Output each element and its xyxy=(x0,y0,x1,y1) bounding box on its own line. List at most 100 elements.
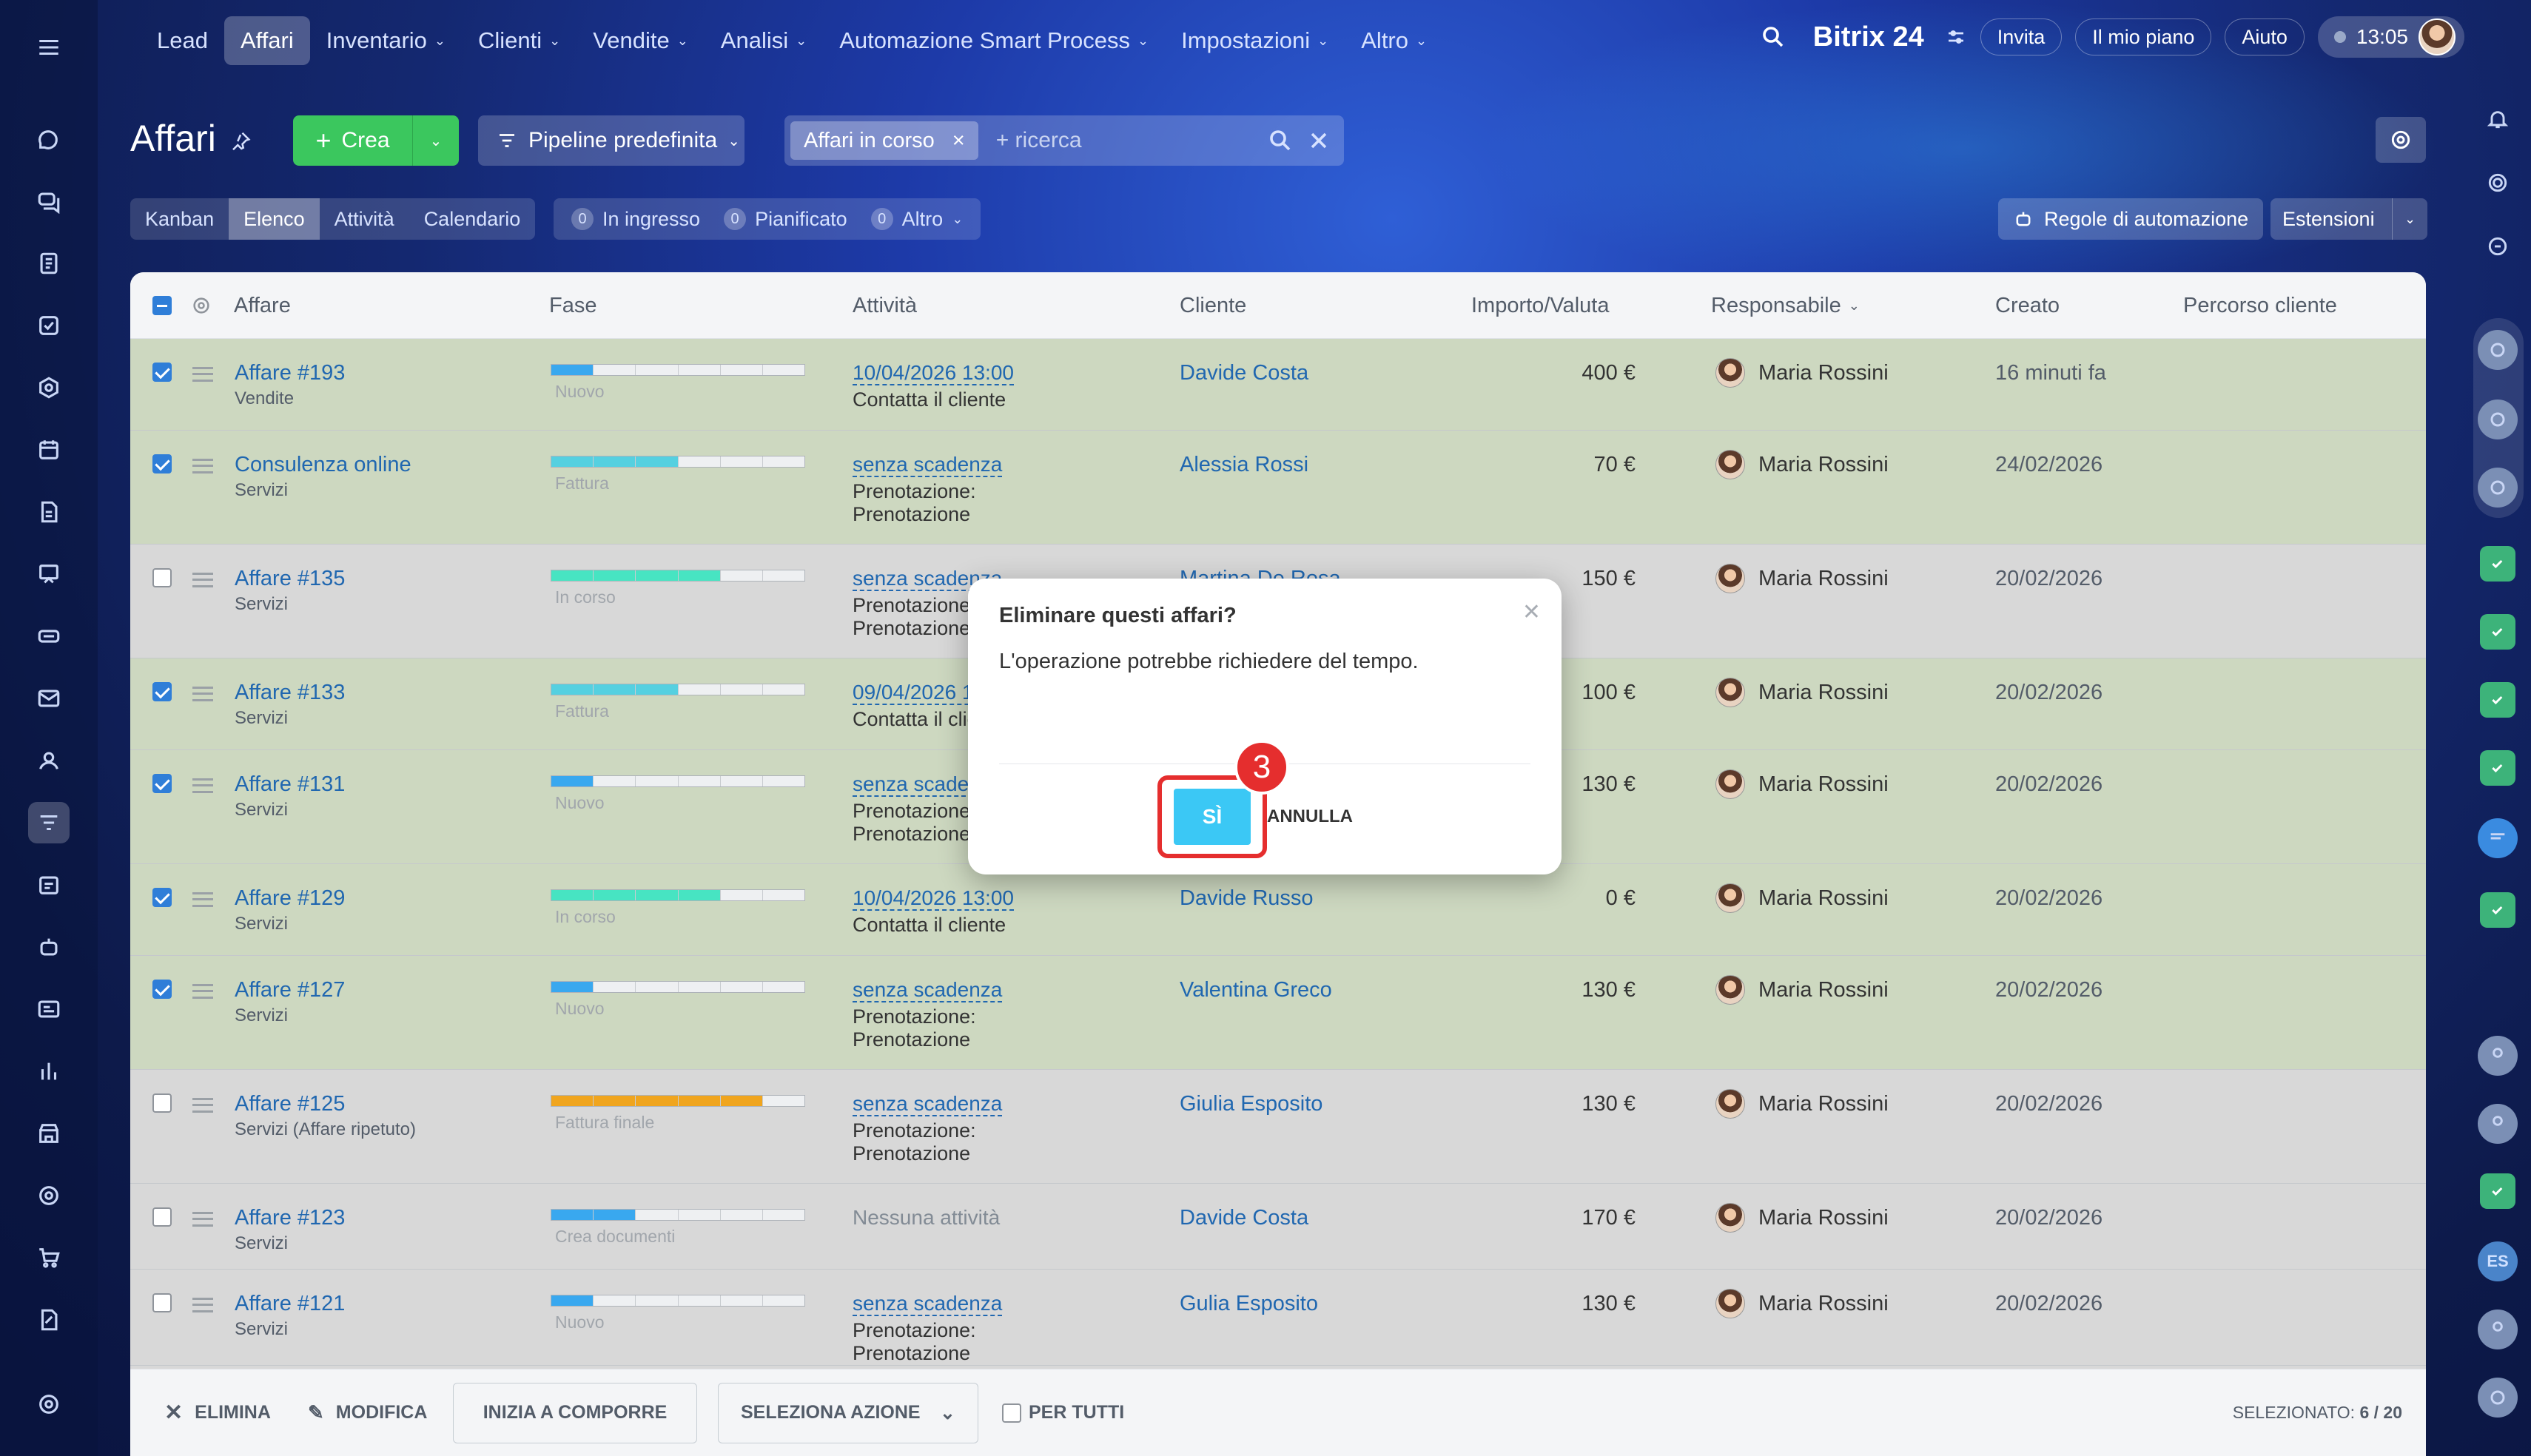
deal-name-link[interactable]: Affare #121 xyxy=(235,1292,346,1315)
nav-automazione[interactable]: Automazione Smart Process ⌄ xyxy=(823,16,1165,65)
col-header-fase[interactable]: Fase xyxy=(549,293,597,317)
select-all-checkbox[interactable] xyxy=(152,272,172,339)
responsible-name[interactable]: Maria Rossini xyxy=(1758,360,1889,385)
stage-bar[interactable] xyxy=(551,364,805,376)
client-link[interactable]: Davide Russo xyxy=(1180,886,1314,910)
row-menu-icon[interactable] xyxy=(192,367,213,382)
funnel-icon[interactable] xyxy=(28,802,70,843)
select-action-dropdown[interactable]: SELEZIONA AZIONE ⌄ xyxy=(718,1382,978,1443)
cancel-button[interactable]: ANNULLA xyxy=(1267,806,1353,826)
extensions-button[interactable]: Estensioni ⌄ xyxy=(2270,198,2427,240)
nav-lead[interactable]: Lead xyxy=(141,16,224,65)
tab-elenco[interactable]: Elenco xyxy=(229,198,320,240)
search-icon[interactable] xyxy=(1267,127,1294,154)
clear-icon[interactable] xyxy=(1305,127,1332,154)
search-input[interactable]: + ricerca xyxy=(995,128,1082,152)
stage-bar[interactable] xyxy=(551,1209,805,1221)
planner-icon[interactable] xyxy=(28,864,70,906)
deal-name-link[interactable]: Affare #127 xyxy=(235,978,346,1002)
contacts-icon[interactable] xyxy=(28,740,70,781)
stage-progress[interactable]: Nuovo xyxy=(551,981,805,1019)
mail-icon[interactable] xyxy=(28,678,70,719)
checkbox[interactable] xyxy=(152,1093,172,1113)
checkbox[interactable] xyxy=(152,1207,172,1227)
activity-deadline-link[interactable]: senza scadenza xyxy=(853,453,1003,477)
search-icon[interactable] xyxy=(1760,24,1787,50)
row-menu-icon[interactable] xyxy=(192,573,213,587)
activity-deadline-link[interactable]: senza scadenza xyxy=(853,1092,1003,1116)
stage-progress[interactable]: Fattura finale xyxy=(551,1095,805,1133)
row-checkbox[interactable] xyxy=(152,363,172,388)
stage-progress[interactable]: Nuovo xyxy=(551,1295,805,1332)
stage-bar[interactable] xyxy=(551,684,805,695)
filter-search-bar[interactable]: Affari in corso × + ricerca xyxy=(784,115,1344,166)
task-chat-icon[interactable] xyxy=(2480,546,2515,582)
deal-name-link[interactable]: Consulenza online xyxy=(235,453,411,476)
checkbox[interactable] xyxy=(152,296,172,315)
page-settings-button[interactable] xyxy=(2376,117,2426,163)
target-icon[interactable] xyxy=(28,1175,70,1216)
docs-icon[interactable] xyxy=(28,491,70,533)
bitrix-logo[interactable]: Bitrix 24 xyxy=(1812,21,1924,53)
counter-other[interactable]: 0 Altro ⌄ xyxy=(870,208,963,231)
col-header-cliente[interactable]: Cliente xyxy=(1180,293,1247,317)
robot-icon[interactable] xyxy=(28,926,70,968)
nav-inventario[interactable]: Inventario ⌄ xyxy=(310,16,462,65)
table-row[interactable]: Affare #121 Servizi Nuovo senza scadenza Pre… xyxy=(130,1270,2426,1366)
client-link[interactable]: Giulia Esposito xyxy=(1180,1092,1323,1116)
row-menu-icon[interactable] xyxy=(192,459,213,473)
col-header-attivita[interactable]: Attività xyxy=(853,293,918,317)
menu-icon[interactable] xyxy=(28,27,70,68)
activity-deadline-link[interactable]: senza scadenza xyxy=(853,1292,1003,1316)
responsible-name[interactable]: Maria Rossini xyxy=(1758,772,1889,796)
stage-bar[interactable] xyxy=(551,1095,805,1107)
checkbox[interactable] xyxy=(152,774,172,793)
activity-deadline-link[interactable]: senza scadenza xyxy=(853,978,1003,1002)
cart-icon[interactable] xyxy=(28,1237,70,1278)
responsible-name[interactable]: Maria Rossini xyxy=(1758,886,1889,910)
feed-icon[interactable] xyxy=(28,118,70,160)
chat-avatar-icon[interactable] xyxy=(2478,1378,2518,1418)
column-settings-icon[interactable] xyxy=(191,272,212,339)
sign-icon[interactable] xyxy=(28,1299,70,1341)
responsible-cell[interactable]: Maria Rossini xyxy=(1715,1203,1889,1233)
responsible-name[interactable]: Maria Rossini xyxy=(1758,566,1889,590)
checkbox[interactable] xyxy=(152,888,172,907)
responsible-cell[interactable]: Maria Rossini xyxy=(1715,769,1889,799)
stage-progress[interactable]: In corso xyxy=(551,889,805,927)
nav-analisi[interactable]: Analisi ⌄ xyxy=(705,16,823,65)
deal-name-link[interactable]: Affare #135 xyxy=(235,567,346,590)
stage-bar[interactable] xyxy=(551,889,805,901)
table-row[interactable]: Affare #125 Servizi (Affare ripetuto) Fatt… xyxy=(130,1070,2426,1184)
row-menu-icon[interactable] xyxy=(192,1298,213,1312)
col-header-affare[interactable]: Affare xyxy=(234,293,291,317)
checkbox[interactable] xyxy=(152,454,172,473)
table-row[interactable]: Affare #129 Servizi In corso 10/04/2026 13:… xyxy=(130,864,2426,956)
close-icon[interactable]: ✕ xyxy=(1522,600,1541,624)
deal-name-link[interactable]: Affare #123 xyxy=(235,1206,346,1230)
table-row[interactable]: Affare #193 Vendite Nuovo 10/04/2026 13:00 C… xyxy=(130,339,2426,431)
row-checkbox[interactable] xyxy=(152,1093,172,1119)
table-row[interactable]: Affare #127 Servizi Nuovo senza scadenza Pre… xyxy=(130,956,2426,1070)
drive-icon[interactable] xyxy=(28,616,70,657)
responsible-cell[interactable]: Maria Rossini xyxy=(1715,450,1889,479)
chat-icon[interactable] xyxy=(28,181,70,222)
stage-bar[interactable] xyxy=(551,981,805,993)
stage-progress[interactable]: Fattura xyxy=(551,456,805,493)
row-checkbox[interactable] xyxy=(152,568,172,593)
store-icon[interactable] xyxy=(28,1113,70,1154)
activity-deadline-link[interactable]: 10/04/2026 13:00 xyxy=(853,886,1014,911)
task-chat-icon[interactable] xyxy=(2480,892,2515,928)
user-avatar-icon[interactable] xyxy=(2478,1310,2518,1349)
table-row[interactable]: Consulenza online Servizi Fattura senza sca… xyxy=(130,431,2426,545)
responsible-name[interactable]: Maria Rossini xyxy=(1758,1205,1889,1230)
tasks-icon[interactable] xyxy=(28,305,70,346)
chat-avatar-icon[interactable] xyxy=(2478,400,2518,439)
col-header-importo[interactable]: Importo/Valuta xyxy=(1471,293,1610,317)
pipeline-selector[interactable]: Pipeline predefinita ⌄ xyxy=(478,115,744,166)
settings-icon[interactable] xyxy=(28,1383,70,1425)
chat-avatar-icon[interactable] xyxy=(2478,330,2518,370)
tab-calendario[interactable]: Calendario xyxy=(423,207,521,230)
responsible-cell[interactable]: Maria Rossini xyxy=(1715,1089,1889,1119)
row-menu-icon[interactable] xyxy=(192,687,213,701)
